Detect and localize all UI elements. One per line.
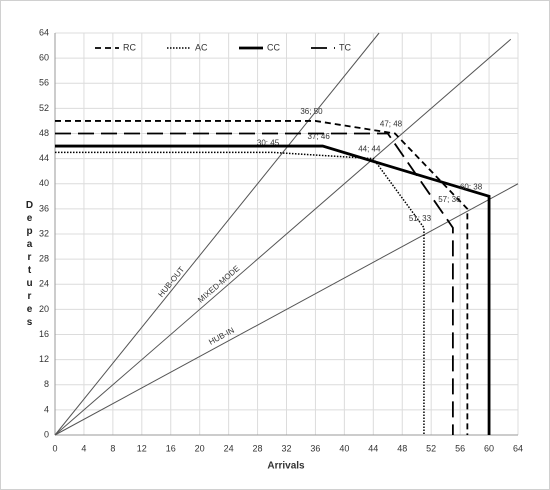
series-line [55,120,469,435]
y-tick-label: 56 [39,78,49,88]
y-tick-label: 64 [39,27,49,37]
y-axis-title: Departures [24,200,35,330]
reference-line [54,32,380,436]
legend-label: AC [195,42,208,52]
reference-line [54,38,512,436]
data-label: 44; 44 [358,145,381,154]
data-label: 36; 50 [300,107,323,116]
x-tick-label: 12 [137,443,147,453]
y-tick-label: 20 [39,304,49,314]
y-tick-label: 48 [39,128,49,138]
y-tick-label: 12 [39,354,49,364]
y-tick-label: 52 [39,103,49,113]
y-tick-label: 28 [39,254,49,264]
x-axis-title: Arrivals [267,461,305,472]
x-tick-label: 64 [513,443,523,453]
legend-label: RC [123,42,136,52]
x-tick-label: 36 [310,443,320,453]
y-tick-label: 4 [44,404,49,414]
x-tick-label: 4 [81,443,86,453]
data-label: 60; 38 [460,182,483,191]
y-tick-label: 36 [39,203,49,213]
x-tick-label: 24 [224,443,234,453]
reference-line [54,183,519,436]
series-line [55,144,491,435]
data-label: 37; 46 [308,132,331,141]
legend-label: CC [267,42,280,52]
data-label: 51; 33 [409,214,432,223]
y-tick-label: 60 [39,53,49,63]
y-tick-label: 0 [44,429,49,439]
x-tick-label: 40 [339,443,349,453]
x-tick-label: 32 [281,443,291,453]
x-tick-label: 48 [397,443,407,453]
y-tick-label: 32 [39,228,49,238]
y-tick-label: 44 [39,153,49,163]
y-tick-label: 40 [39,178,49,188]
legend-label: TC [339,42,351,52]
y-tick-label: 24 [39,279,49,289]
x-tick-label: 44 [368,443,378,453]
x-tick-label: 0 [52,443,57,453]
x-tick-label: 52 [426,443,436,453]
x-tick-label: 16 [166,443,176,453]
series-line [55,132,454,435]
x-tick-label: 60 [484,443,494,453]
y-tick-label: 16 [39,329,49,339]
series-line [55,151,425,435]
data-label: 47; 48 [380,120,403,129]
x-tick-label: 20 [195,443,205,453]
x-tick-label: 8 [110,443,115,453]
x-tick-label: 28 [253,443,263,453]
data-label: 30; 45 [257,138,280,147]
x-tick-label: 56 [455,443,465,453]
y-tick-label: 8 [44,379,49,389]
data-label: 57; 36 [438,195,461,204]
